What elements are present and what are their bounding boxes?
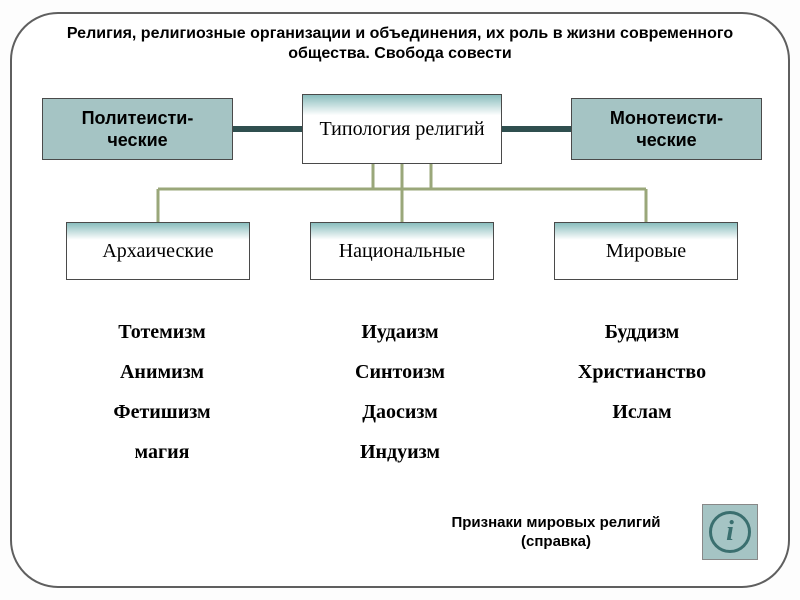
- category-list-2: Буддизм Христианство Ислам: [532, 312, 752, 432]
- slide-frame: Религия, религиозные организации и объед…: [10, 12, 790, 588]
- list-item: магия: [52, 432, 272, 472]
- info-button[interactable]: i: [702, 504, 758, 560]
- list-item: Анимизм: [52, 352, 272, 392]
- root-box: Типология религий: [302, 94, 502, 164]
- category-box-2: Мировые: [554, 222, 738, 280]
- category-box-1: Национальные: [310, 222, 494, 280]
- list-item: Ислам: [532, 392, 752, 432]
- list-item: Индуизм: [290, 432, 510, 472]
- list-item: Тотемизм: [52, 312, 272, 352]
- list-item: Синтоизм: [290, 352, 510, 392]
- list-item: Буддизм: [532, 312, 752, 352]
- category-label: Национальные: [339, 239, 466, 264]
- info-icon: i: [709, 511, 751, 553]
- slide-title: Религия, религиозные организации и объед…: [32, 24, 768, 64]
- list-item: Иудаизм: [290, 312, 510, 352]
- branch-left-box: Политеисти- ческие: [42, 98, 233, 160]
- list-item: Фетишизм: [52, 392, 272, 432]
- category-label: Архаические: [102, 239, 213, 264]
- branch-left-label: Политеисти- ческие: [82, 107, 194, 152]
- footer-caption: Признаки мировых религий (справка): [426, 514, 686, 552]
- root-label: Типология религий: [319, 117, 484, 142]
- category-label: Мировые: [606, 239, 686, 264]
- list-item: Христианство: [532, 352, 752, 392]
- branch-right-label: Монотеисти- ческие: [610, 107, 723, 152]
- category-list-1: Иудаизм Синтоизм Даосизм Индуизм: [290, 312, 510, 472]
- category-box-0: Архаические: [66, 222, 250, 280]
- category-list-0: Тотемизм Анимизм Фетишизм магия: [52, 312, 272, 472]
- branch-right-box: Монотеисти- ческие: [571, 98, 762, 160]
- list-item: Даосизм: [290, 392, 510, 432]
